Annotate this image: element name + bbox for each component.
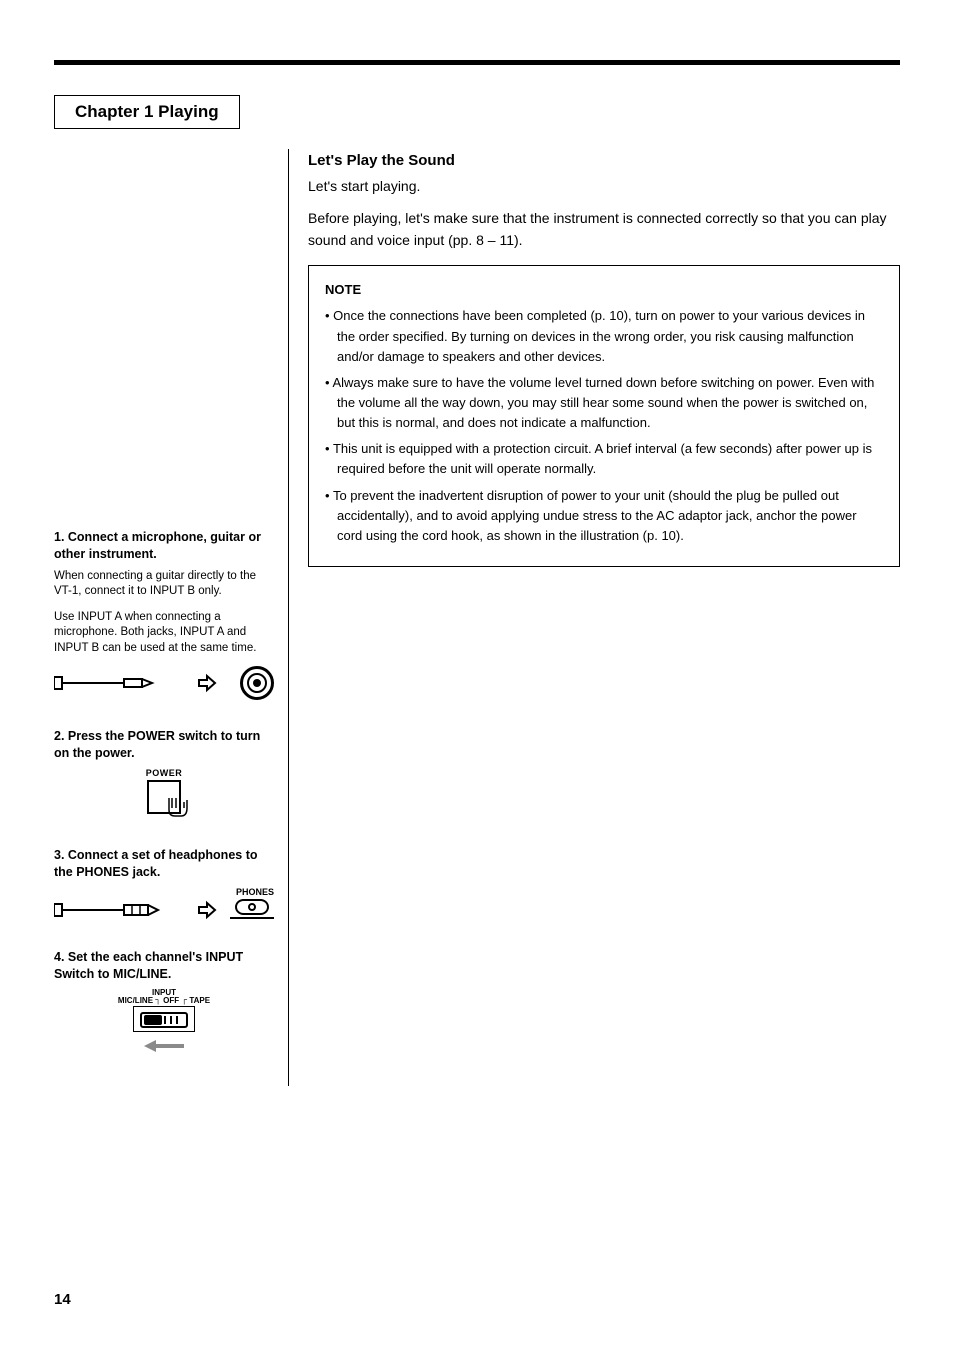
switch-knob-icon xyxy=(144,1015,162,1025)
bracket-left: ┐ xyxy=(155,996,161,1005)
arrow-left-icon xyxy=(144,1039,184,1053)
page-content: Chapter 1 Playing 1. Connect a microphon… xyxy=(54,60,900,1086)
socket-center xyxy=(253,679,261,687)
arrow-right-icon xyxy=(197,900,217,920)
switch-positions: MIC/LINE ┐ OFF ┌ TAPE xyxy=(54,997,274,1006)
switch-arrow xyxy=(54,1039,274,1058)
two-col-layout: 1. Connect a microphone, guitar or other… xyxy=(54,149,900,1086)
note-item: To prevent the inadvertent disruption of… xyxy=(325,486,883,546)
phones-jack-icon xyxy=(235,899,269,915)
step-4: 4. Set the each channel's INPUT Switch t… xyxy=(54,949,274,1058)
column-divider xyxy=(288,149,289,1086)
switch-tick xyxy=(164,1016,166,1024)
note-heading: NOTE xyxy=(325,280,883,300)
power-diagram: POWER xyxy=(54,768,274,819)
right-column: Let's Play the Sound Let's start playing… xyxy=(284,149,900,1086)
bracket-right: ┌ xyxy=(181,996,187,1005)
step-1: 1. Connect a microphone, guitar or other… xyxy=(54,529,274,700)
hand-press-icon xyxy=(165,794,197,826)
power-text: POWER xyxy=(54,768,274,778)
rule-top xyxy=(54,60,900,65)
step-3-label: 3. Connect a set of headphones to the PH… xyxy=(54,847,274,881)
jack-base-line xyxy=(230,915,274,921)
spacer xyxy=(54,149,274,529)
section-heading: Let's Play the Sound xyxy=(308,149,900,172)
step-3: 3. Connect a set of headphones to the PH… xyxy=(54,847,274,921)
note-item: This unit is equipped with a protection … xyxy=(325,439,883,479)
note-item: Always make sure to have the volume leve… xyxy=(325,373,883,433)
plug-diagram xyxy=(54,666,274,700)
socket-ring xyxy=(247,673,267,693)
jack-plug-icon xyxy=(54,671,174,695)
phones-jack-center xyxy=(248,903,256,911)
intro-p2: Before playing, let's make sure that the… xyxy=(308,208,900,251)
switch-tick xyxy=(170,1016,172,1024)
intro-p1: Let's start playing. xyxy=(308,176,900,198)
phones-text: PHONES xyxy=(54,887,274,897)
phones-diagram xyxy=(54,899,274,921)
switch-track-icon xyxy=(140,1012,188,1028)
note-list: Once the connections have been completed… xyxy=(325,306,883,546)
step-2: 2. Press the POWER switch to turn on the… xyxy=(54,728,274,819)
switch-tick xyxy=(176,1016,178,1024)
page-number: 14 xyxy=(54,1291,71,1308)
step-4-label: 4. Set the each channel's INPUT Switch t… xyxy=(54,949,274,983)
input-socket-icon xyxy=(240,666,274,700)
note-item: Once the connections have been completed… xyxy=(325,306,883,366)
chapter-label: Chapter 1 Playing xyxy=(54,95,240,129)
micline-label: MIC/LINE xyxy=(118,996,153,1005)
step-1-sub2: Use INPUT A when connecting a microphone… xyxy=(54,610,274,657)
input-switch-diagram: INPUT MIC/LINE ┐ OFF ┌ TAPE xyxy=(54,989,274,1059)
off-label: OFF xyxy=(163,996,179,1005)
step-1-label: 1. Connect a microphone, guitar or other… xyxy=(54,529,274,563)
note-box: NOTE Once the connections have been comp… xyxy=(308,265,900,567)
step-1-sub1: When connecting a guitar directly to the… xyxy=(54,569,274,600)
tape-label: TAPE xyxy=(189,996,210,1005)
left-column: 1. Connect a microphone, guitar or other… xyxy=(54,149,284,1086)
step-2-label: 2. Press the POWER switch to turn on the… xyxy=(54,728,274,762)
arrow-right-icon xyxy=(197,671,217,695)
headphone-plug-icon xyxy=(54,900,184,920)
switch-frame xyxy=(133,1006,195,1032)
